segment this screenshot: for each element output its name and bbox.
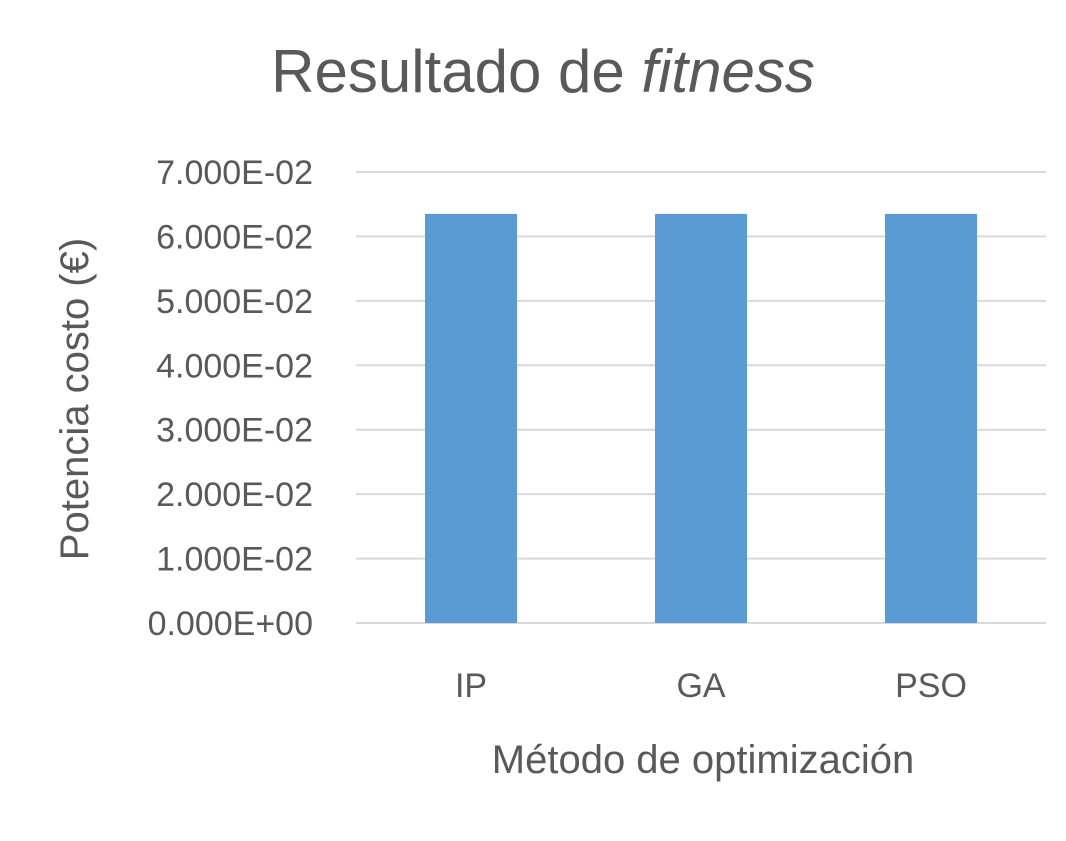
x-tick-label: PSO (895, 667, 967, 705)
chart-title: Resultado de fitness (271, 38, 815, 105)
x-axis-title: Método de optimización (492, 738, 914, 782)
y-tick-label: 7.000E-02 (156, 154, 313, 192)
x-tick-label: GA (676, 667, 725, 705)
y-tick-label: 3.000E-02 (156, 412, 313, 450)
x-axis-ticks: IP GA PSO (455, 667, 967, 705)
y-tick-label: 6.000E-02 (156, 218, 313, 256)
y-tick-label: 0.000E+00 (148, 605, 313, 643)
x-tick-label: IP (455, 667, 487, 705)
y-axis-ticks: 0.000E+00 1.000E-02 2.000E-02 3.000E-02 4.00… (148, 154, 313, 643)
bar-pso (885, 213, 977, 623)
y-axis-title: Potencia costo (€) (53, 238, 97, 560)
bar-ga (655, 213, 747, 623)
y-tick-label: 4.000E-02 (156, 347, 313, 385)
y-tick-label: 1.000E-02 (156, 541, 313, 579)
y-tick-label: 2.000E-02 (156, 476, 313, 514)
bar-ip (425, 213, 517, 623)
chart-title-italic: fitness (641, 38, 814, 105)
y-tick-label: 5.000E-02 (156, 283, 313, 321)
bars (425, 213, 977, 623)
chart-title-main: Resultado de (271, 38, 625, 105)
